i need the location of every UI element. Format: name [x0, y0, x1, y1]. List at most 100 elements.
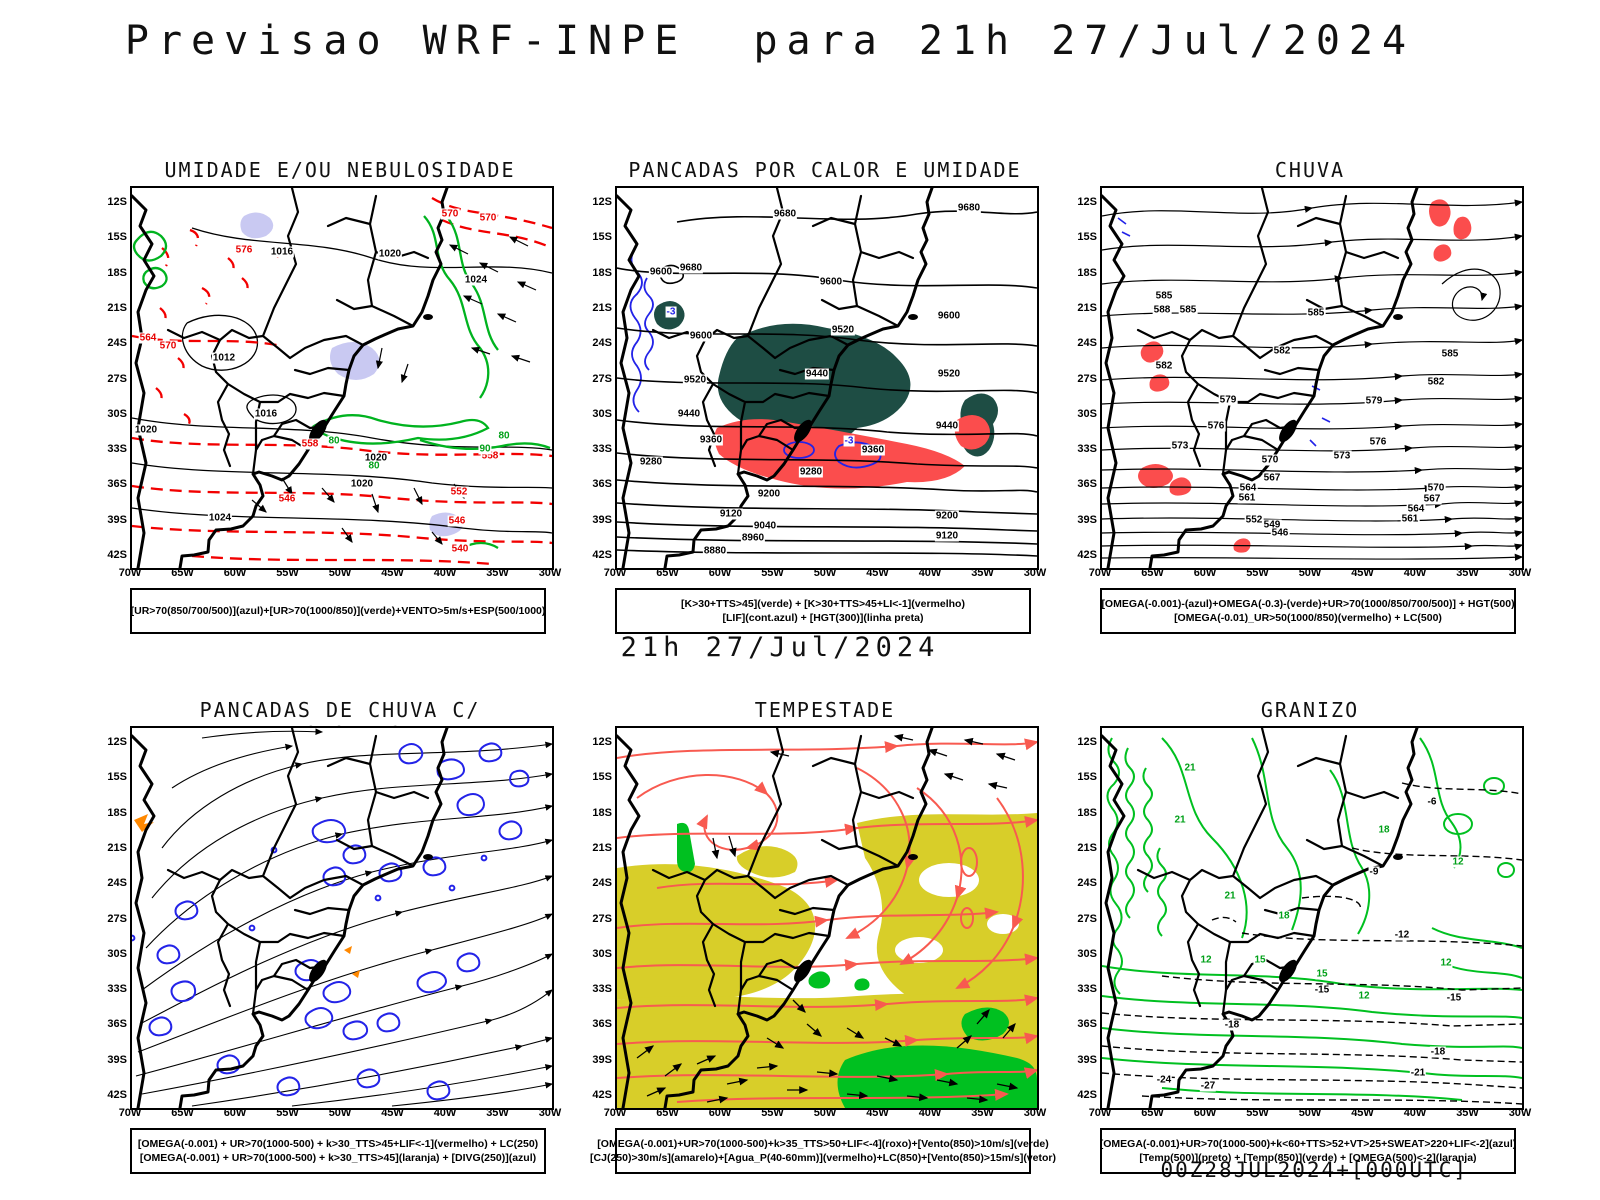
lat-tick-label: 12S	[107, 196, 127, 208]
lon-tick-label: 55W	[276, 1107, 299, 1119]
lat-tick-label: 18S	[1077, 806, 1097, 819]
lat-tick-label: 42S	[1077, 549, 1097, 561]
lon-tick-label: 55W	[1246, 567, 1269, 579]
lat-tick-label: 33S	[1077, 443, 1097, 456]
lat-tick-label: 27S	[592, 372, 612, 385]
caption-line: [OMEGA(-0.01)_UR>50(1000/850)(vermelho) …	[1174, 612, 1442, 624]
lon-axis: 70W 65W 60W 55W 50W 45W 40W 35W 30W	[119, 566, 562, 583]
lat-tick-label: 18S	[1077, 266, 1097, 279]
lon-tick-label: 40W	[433, 1107, 457, 1119]
lon-tick-label: 30W	[1508, 1107, 1532, 1119]
humidity-shading	[240, 212, 463, 537]
lat-tick-label: 21S	[107, 841, 127, 854]
lat-tick-label: 39S	[592, 513, 612, 526]
rain-red-areas	[1138, 199, 1472, 553]
lat-tick-label: 39S	[107, 513, 127, 526]
lon-axis: 70W 65W 60W 55W 50W 45W 40W 35W 30W	[1089, 1106, 1532, 1123]
lat-tick-label: 36S	[592, 478, 612, 491]
lon-tick-label: 35W	[971, 567, 994, 579]
lat-tick-label: 30S	[1077, 947, 1097, 960]
lon-tick-label: 50W	[1298, 1107, 1322, 1119]
lon-tick-label: 45W	[1351, 1107, 1374, 1119]
lon-tick-label: 50W	[328, 567, 352, 579]
lat-tick-label: 33S	[107, 983, 127, 996]
lat-tick-label: 30S	[107, 947, 127, 960]
map-chuva: 585 588 585 585 582 585 582 582 579 579 576 576 573 5…	[1100, 186, 1524, 570]
lat-tick-label: 39S	[107, 1053, 127, 1066]
lon-tick-label: 45W	[866, 1107, 889, 1119]
lat-tick-label: 18S	[592, 806, 612, 819]
caption-box: [OMEGA(-0.001) + UR>70(1000-500) + k>30_…	[130, 1128, 546, 1174]
panel-chuva: CHUVA 12S 15S 18S 21S 24S 27S 30S 33S 36S 39S 42S	[1063, 158, 1531, 634]
page-title: Previsao WRF-INPE para 21h 27/Jul/2024	[124, 18, 1416, 64]
caption-line: [OMEGA(-0.001)+UR>70(1000-500)+k>35_TTS>…	[597, 1138, 1049, 1150]
lon-tick-label: 65W	[1141, 1107, 1164, 1119]
lat-tick-label: 42S	[107, 1089, 127, 1101]
lon-axis: 70W 65W 60W 55W 50W 45W 40W 35W 30W	[604, 566, 1047, 583]
lat-tick-label: 39S	[592, 1053, 612, 1066]
lat-tick-label: 21S	[1077, 301, 1097, 314]
lat-tick-label: 12S	[592, 196, 612, 208]
lon-tick-label: 65W	[1141, 567, 1164, 579]
lon-tick-label: 50W	[1298, 567, 1322, 579]
wind-vectors	[251, 236, 537, 545]
lat-tick-label: 27S	[107, 372, 127, 385]
lat-tick-label: 21S	[107, 301, 127, 314]
panel-granizo: GRANIZO 12S 15S 18S 21S 24S 27S 30S 33S 36S 39S 42…	[1063, 698, 1532, 1174]
lon-tick-label: 45W	[866, 567, 889, 579]
lon-tick-label: 45W	[381, 567, 404, 579]
lat-tick-label: 27S	[107, 912, 127, 925]
lat-axis: 12S 15S 18S 21S 24S 27S 30S 33S 36S 39S 42S	[1064, 186, 1097, 566]
lat-tick-label: 15S	[1077, 231, 1097, 244]
lat-axis: 12S 15S 18S 21S 24S 27S 30S 33S 36S 39S 42S	[94, 726, 127, 1106]
divergence-blue-areas	[132, 742, 530, 1101]
lat-tick-label: 33S	[1077, 983, 1097, 996]
lat-axis: 12S 15S 18S 21S 24S 27S 30S 33S 36S 39S 42S	[94, 186, 127, 566]
hgt500-streamlines	[1102, 199, 1522, 561]
lat-tick-label: 42S	[592, 1089, 612, 1101]
lon-tick-label: 70W	[603, 1107, 627, 1119]
lon-tick-label: 70W	[118, 567, 142, 579]
lat-tick-label: 27S	[1077, 912, 1097, 925]
lon-tick-label: 50W	[813, 1107, 837, 1119]
map-tempestade	[615, 726, 1039, 1110]
lat-tick-label: 24S	[1077, 877, 1097, 890]
lat-tick-label: 36S	[1077, 478, 1097, 491]
lon-tick-label: 70W	[1088, 567, 1112, 579]
caption-box: [OMEGA(-0.001)+UR>70(1000-500)+k>35_TTS>…	[590, 1128, 1056, 1174]
panel-umidade: UMIDADE E/OU NEBULOSIDADE 12S 15S 18S 21S 24…	[93, 158, 562, 634]
lon-tick-label: 35W	[1456, 567, 1479, 579]
panel-title: GRANIZO	[1260, 698, 1360, 722]
orange-marks	[134, 814, 360, 978]
lat-tick-label: 12S	[592, 736, 612, 748]
lon-tick-label: 65W	[171, 567, 194, 579]
lon-tick-label: 40W	[1403, 1107, 1427, 1119]
lon-tick-label: 70W	[1088, 1107, 1112, 1119]
lat-tick-label: 12S	[1077, 196, 1097, 208]
lon-tick-label: 65W	[171, 1107, 194, 1119]
caption-line: [OMEGA(-0.001)+UR>70(1000-500)+k<60+TTS>…	[1099, 1138, 1517, 1150]
lat-tick-label: 24S	[1077, 337, 1097, 350]
temp850-contours	[1102, 737, 1522, 1101]
lon-tick-label: 65W	[656, 1107, 679, 1119]
lat-tick-label: 15S	[592, 231, 612, 244]
lon-tick-label: 60W	[1193, 1107, 1217, 1119]
caption-box: [OMEGA(-0.001)-(azul)+OMEGA(-0.3)-(verde…	[1100, 588, 1516, 634]
lon-tick-label: 30W	[1508, 567, 1532, 579]
caption-line: [LIF](cont.azul) + [HGT(300)](linha pret…	[722, 612, 924, 624]
lat-tick-label: 12S	[107, 736, 127, 748]
lon-tick-label: 40W	[918, 567, 942, 579]
caption-line: [OMEGA(-0.001) + UR>70(1000-500) + k>30_…	[137, 1138, 539, 1150]
lat-tick-label: 36S	[107, 1018, 127, 1031]
isobars	[132, 227, 552, 534]
lat-tick-label: 21S	[592, 301, 612, 314]
panel-title: PANCADAS POR CALOR E UMIDADE	[628, 158, 1022, 182]
lat-tick-label: 42S	[1077, 1089, 1097, 1101]
lat-tick-label: 42S	[592, 549, 612, 561]
caption-line: [K>30+TTS>45](verde) + [K>30+TTS>45+LI<-…	[681, 598, 965, 610]
map-umidade: 1016 1020 1024 1012 1016 1020 1020 1024 1020 576 5…	[130, 186, 554, 570]
lat-tick-label: 30S	[107, 407, 127, 420]
lat-tick-label: 15S	[107, 771, 127, 784]
lon-tick-label: 30W	[1023, 567, 1047, 579]
lon-tick-label: 45W	[1351, 567, 1374, 579]
